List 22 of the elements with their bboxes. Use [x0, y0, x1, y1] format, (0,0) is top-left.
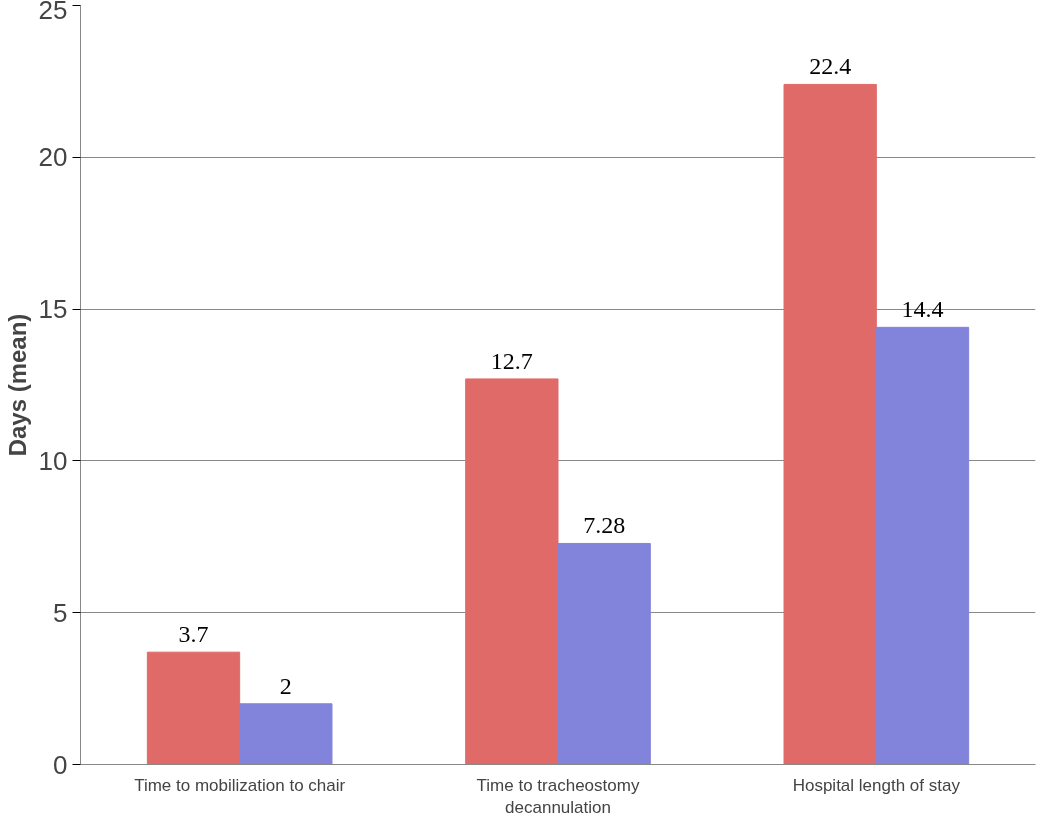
data-label: 2 — [279, 672, 292, 699]
y-tick-label: 15 — [38, 294, 68, 325]
y-axis-title: Days (mean) — [3, 313, 31, 457]
y-tick-label: 10 — [38, 445, 68, 476]
data-label: 22.4 — [809, 53, 852, 80]
y-tick-label: 25 — [38, 0, 68, 25]
y-tick-label: 5 — [53, 597, 68, 628]
bar — [146, 651, 241, 765]
x-tick-label: Hospital length of stay — [792, 775, 961, 795]
data-label: 14.4 — [901, 296, 944, 323]
x-tick-label: Time to tracheostomy decannulation — [476, 775, 640, 818]
bar — [875, 326, 970, 765]
bar — [557, 542, 651, 765]
data-label: 12.7 — [490, 347, 533, 374]
data-label: 7.28 — [583, 512, 626, 539]
y-tick-label: 0 — [53, 749, 68, 780]
bar — [783, 83, 877, 765]
bar — [239, 703, 333, 765]
y-tick-label: 20 — [38, 142, 68, 173]
bar — [465, 378, 559, 765]
data-label: 3.7 — [178, 621, 209, 648]
x-tick-label: Time to mobilization to chair — [134, 775, 346, 795]
